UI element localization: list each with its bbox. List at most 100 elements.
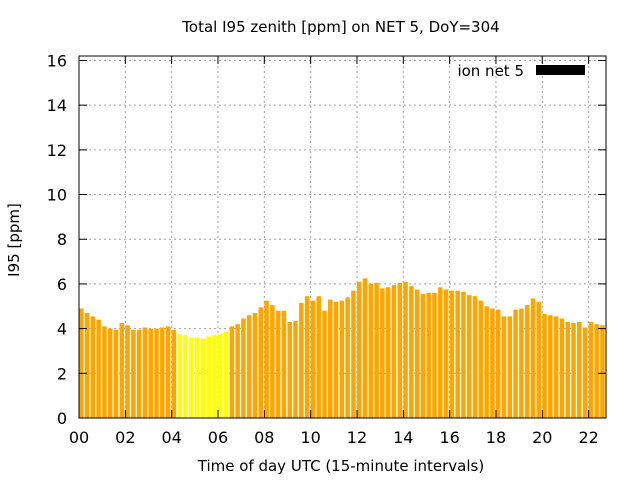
bar [478, 300, 484, 418]
bar [467, 295, 472, 418]
bar [443, 289, 449, 418]
bar [414, 289, 420, 418]
bar [206, 336, 211, 418]
x-tick-label: 12 [347, 428, 367, 447]
bar [484, 306, 489, 418]
x-tick-label: 16 [439, 428, 459, 447]
bar [559, 318, 565, 418]
bar [310, 300, 316, 418]
bar [316, 296, 321, 418]
x-tick-label: 04 [161, 428, 181, 447]
legend: ion net 5 [457, 62, 585, 80]
bar [107, 328, 113, 418]
x-tick-label: 14 [393, 428, 413, 447]
bar [333, 301, 339, 418]
bar [258, 307, 264, 418]
y-tick-label: 16 [47, 51, 67, 70]
bar [102, 326, 107, 418]
bar [235, 324, 240, 418]
bar [577, 321, 582, 418]
bar [472, 296, 478, 418]
bar [432, 292, 437, 418]
legend-label: ion net 5 [457, 62, 524, 80]
bar [281, 310, 287, 418]
bar [183, 335, 188, 418]
bar [304, 296, 310, 418]
bar [490, 308, 495, 418]
bar [351, 290, 356, 418]
bar [293, 320, 298, 418]
bar [524, 305, 530, 418]
bar [362, 278, 368, 418]
legend-swatch [536, 65, 585, 75]
bar [79, 308, 84, 418]
bar [403, 281, 408, 418]
x-tick-label: 00 [69, 428, 89, 447]
bar [600, 325, 605, 418]
bar [571, 323, 576, 418]
bar [113, 329, 119, 418]
bar [252, 312, 258, 418]
y-tick-label: 10 [47, 186, 67, 205]
bar [287, 321, 293, 418]
bar [501, 316, 507, 418]
bar [420, 293, 426, 418]
bar [548, 315, 553, 418]
bar [385, 287, 391, 418]
bar [229, 326, 235, 418]
x-tick-label: 08 [254, 428, 274, 447]
bar [328, 299, 333, 418]
bar [495, 309, 501, 418]
bar [264, 300, 269, 418]
x-tick-label: 22 [578, 428, 598, 447]
bar [397, 282, 403, 418]
bar [299, 302, 304, 418]
bar [154, 328, 159, 418]
y-tick-label: 14 [47, 96, 67, 115]
chart-title: Total I95 zenith [ppm] on NET 5, DoY=304 [181, 18, 499, 36]
bar [131, 329, 136, 418]
y-tick-label: 0 [57, 409, 67, 428]
y-tick-label: 8 [57, 230, 67, 249]
bar [148, 328, 154, 418]
bar [449, 290, 455, 418]
bar [171, 329, 177, 418]
bar [223, 331, 229, 418]
bar [160, 327, 165, 418]
bar [461, 291, 466, 418]
bar [409, 286, 414, 418]
bar [90, 316, 96, 418]
bar [177, 334, 182, 418]
x-axis-label: Time of day UTC (15-minute intervals) [197, 457, 484, 475]
y-tick-label: 4 [57, 320, 67, 339]
bar [84, 312, 90, 418]
x-tick-label: 02 [115, 428, 135, 447]
bar [270, 305, 275, 418]
y-tick-label: 12 [47, 141, 67, 160]
y-tick-label: 6 [57, 275, 67, 294]
x-tick-label: 06 [208, 428, 228, 447]
bar [553, 316, 559, 418]
bar [165, 326, 171, 418]
bar [582, 327, 588, 418]
bar [594, 324, 599, 418]
bar [426, 292, 431, 418]
bar [136, 329, 142, 418]
bar [536, 301, 542, 418]
bar [356, 281, 362, 418]
bar [507, 316, 513, 418]
bar [217, 334, 223, 418]
bar [519, 308, 524, 418]
bar [322, 310, 327, 418]
bar [194, 337, 200, 418]
y-tick-label: 2 [57, 364, 67, 383]
bar [339, 300, 345, 418]
bar [345, 297, 350, 418]
x-tick-label: 18 [486, 428, 506, 447]
bar [588, 321, 594, 418]
bar [96, 319, 101, 418]
bar [438, 287, 443, 418]
bar [119, 323, 125, 418]
